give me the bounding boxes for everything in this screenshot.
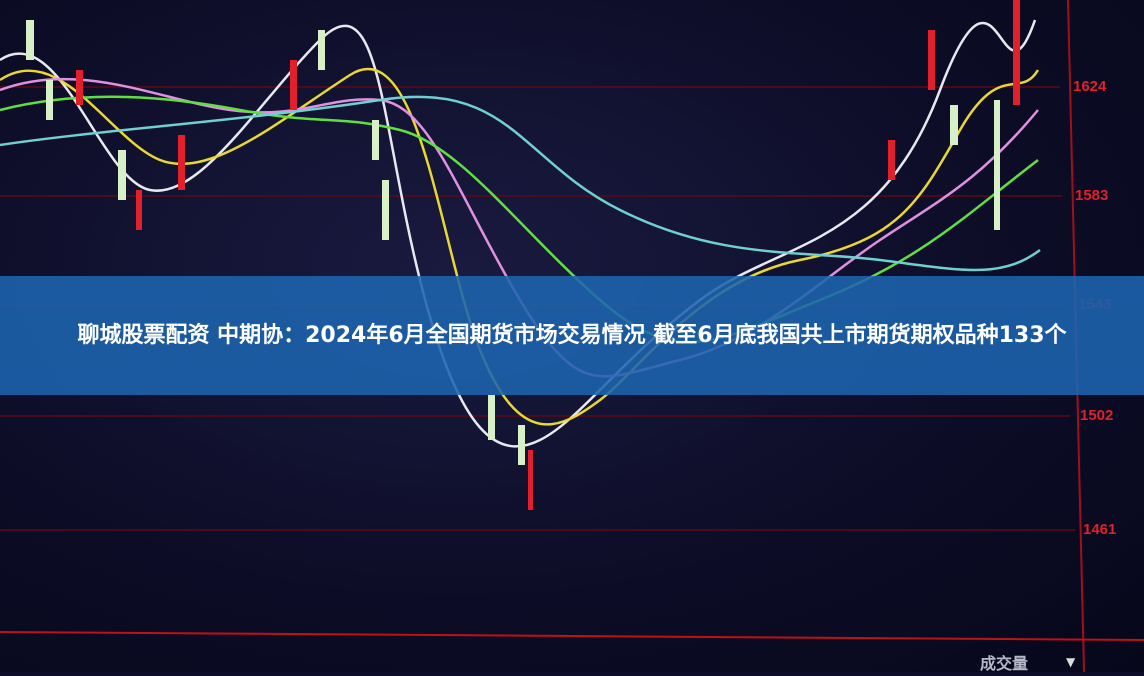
headline-banner: 聊城股票配资 中期协：2024年6月全国期货市场交易情况 截至6月底我国共上市期…	[0, 276, 1144, 395]
candle	[518, 425, 525, 465]
candle	[950, 105, 958, 145]
triangle-down-icon: ▼	[1066, 655, 1076, 669]
price-tick: 1502	[1080, 407, 1114, 424]
volume-label: 成交量	[980, 654, 1029, 673]
candles	[26, 0, 1020, 510]
candle	[26, 20, 34, 60]
candle	[178, 135, 185, 190]
candle	[372, 120, 379, 160]
candle	[528, 450, 533, 510]
candle	[318, 30, 325, 70]
ma60-line	[0, 95, 1041, 272]
candle	[382, 180, 389, 240]
volume-divider	[0, 631, 1144, 641]
candle	[1013, 0, 1020, 105]
candle	[290, 60, 297, 110]
candle	[136, 190, 142, 230]
candle	[46, 80, 53, 120]
price-tick: 1583	[1075, 187, 1109, 204]
candle	[888, 140, 895, 180]
candle	[928, 30, 935, 90]
price-tick: 1624	[1073, 78, 1107, 95]
price-tick: 1461	[1083, 521, 1117, 538]
candle	[488, 395, 495, 440]
candle	[76, 70, 83, 105]
headline-text: 聊城股票配资 中期协：2024年6月全国期货市场交易情况 截至6月底我国共上市期…	[77, 322, 1067, 348]
candle	[994, 100, 1000, 230]
candle	[118, 150, 126, 200]
